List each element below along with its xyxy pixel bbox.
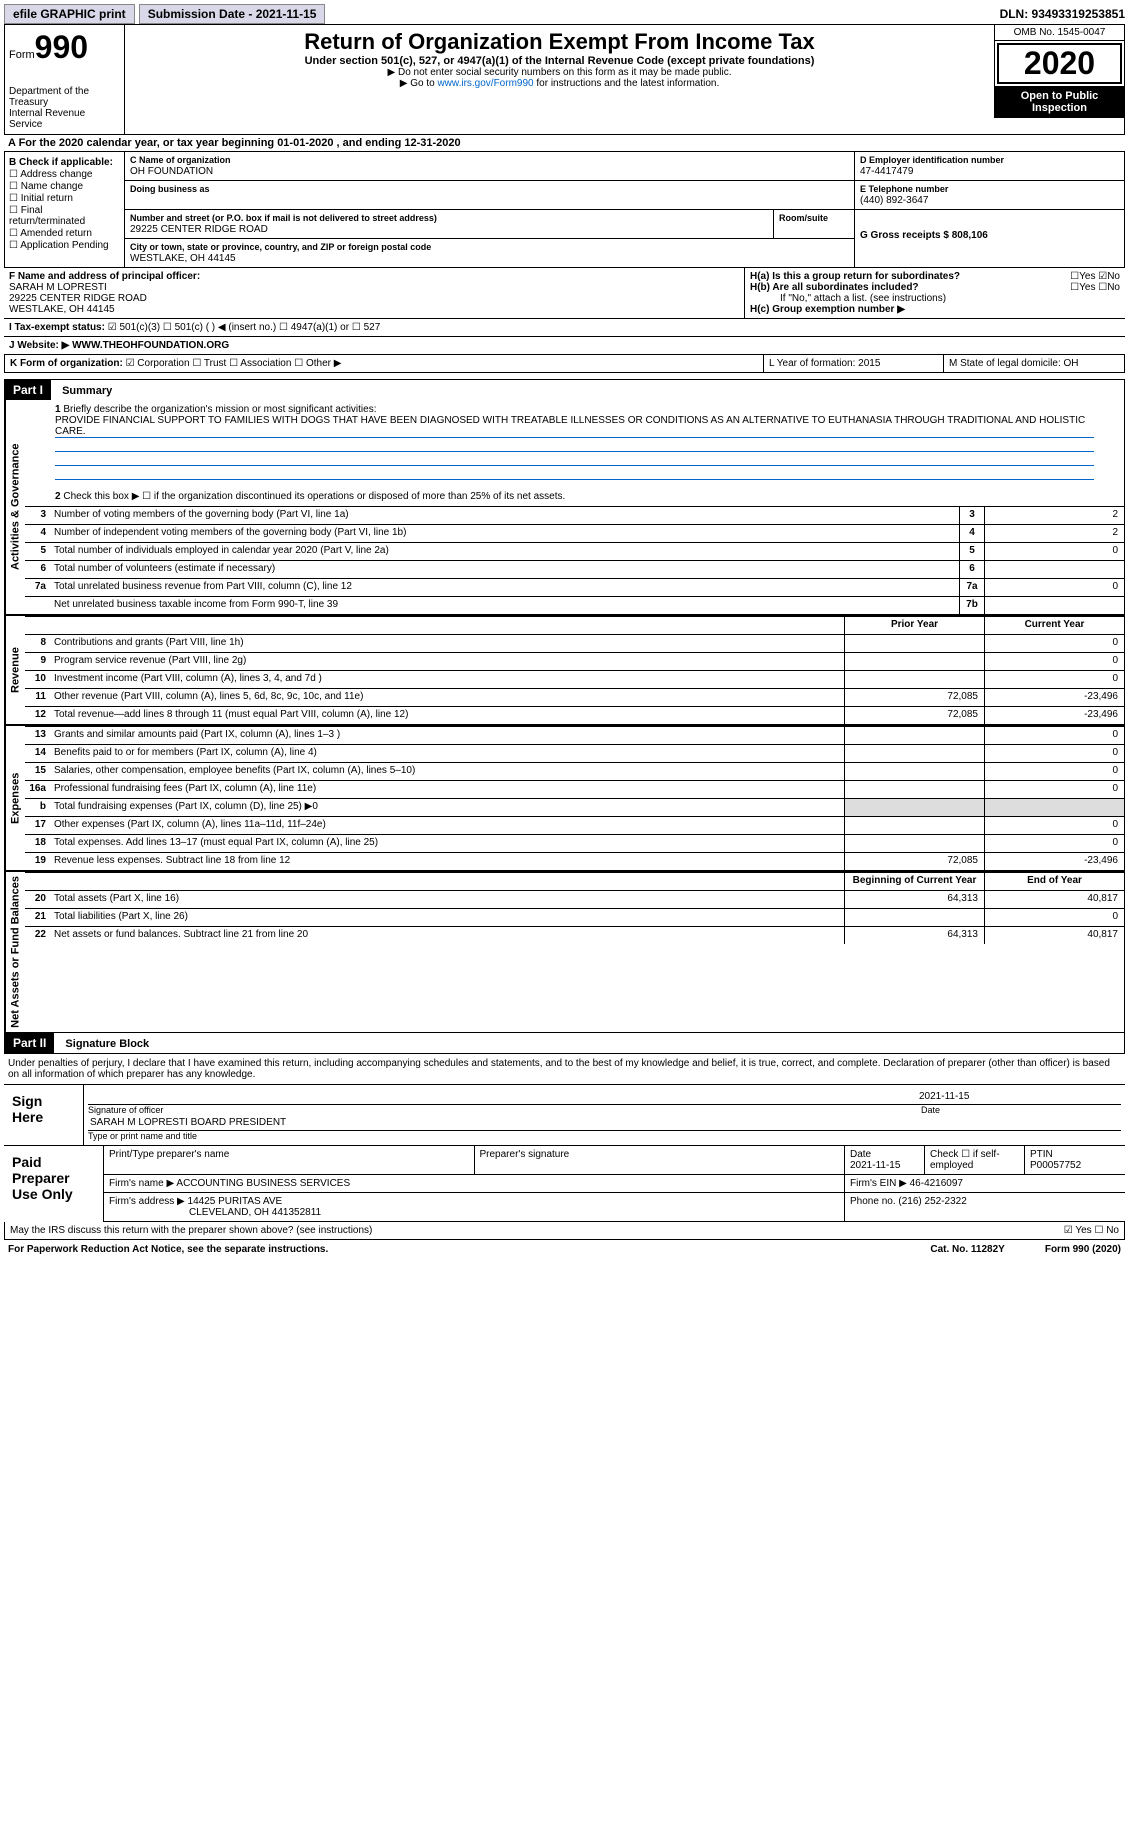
- website-row: J Website: ▶ WWW.THEOHFOUNDATION.ORG: [4, 337, 1125, 355]
- gross-receipts: G Gross receipts $ 808,106: [860, 230, 988, 241]
- summary-row: 16aProfessional fundraising fees (Part I…: [25, 780, 1124, 798]
- officer-name: SARAH M LOPRESTI: [9, 282, 107, 293]
- form-number: 990: [35, 29, 88, 65]
- phone: (440) 892-3647: [860, 195, 928, 206]
- summary-row: 9Program service revenue (Part VIII, lin…: [25, 652, 1124, 670]
- summary-row: 4Number of independent voting members of…: [25, 524, 1124, 542]
- form-title: Return of Organization Exempt From Incom…: [129, 29, 990, 55]
- summary-row: 8Contributions and grants (Part VIII, li…: [25, 634, 1124, 652]
- form-header: Form990 Department of the Treasury Inter…: [4, 24, 1125, 135]
- summary-row: 6Total number of volunteers (estimate if…: [25, 560, 1124, 578]
- summary-row: 21Total liabilities (Part X, line 26)0: [25, 908, 1124, 926]
- dba-label: Doing business as: [130, 184, 210, 194]
- check-applicable-hdr: B Check if applicable:: [9, 157, 120, 168]
- checkbox-application-pending[interactable]: ☐ Application Pending: [9, 240, 120, 251]
- omb-number: OMB No. 1545-0047: [995, 25, 1124, 41]
- summary-row: 19Revenue less expenses. Subtract line 1…: [25, 852, 1124, 870]
- org-address: 29225 CENTER RIDGE ROAD: [130, 224, 268, 235]
- row-klm: K Form of organization: ☑ Corporation ☐ …: [4, 355, 1125, 373]
- summary-row: 15Salaries, other compensation, employee…: [25, 762, 1124, 780]
- row-fgh: F Name and address of principal officer:…: [4, 268, 1125, 319]
- checkbox-final-return/terminated[interactable]: ☐ Final return/terminated: [9, 205, 120, 227]
- note-ssn: ▶ Do not enter social security numbers o…: [129, 67, 990, 78]
- ptin: P00057752: [1030, 1160, 1081, 1171]
- summary-row: 5Total number of individuals employed in…: [25, 542, 1124, 560]
- summary-row: 3Number of voting members of the governi…: [25, 506, 1124, 524]
- summary-row: 14Benefits paid to or for members (Part …: [25, 744, 1124, 762]
- side-activities: Activities & Governance: [5, 400, 25, 614]
- org-name: OH FOUNDATION: [130, 166, 213, 177]
- irs-link[interactable]: www.irs.gov/Form990: [437, 78, 533, 89]
- preparer-phone: (216) 252-2322: [898, 1196, 966, 1207]
- checkbox-amended-return[interactable]: ☐ Amended return: [9, 228, 120, 239]
- year-formation: L Year of formation: 2015: [764, 355, 944, 372]
- tax-year: 2020: [997, 43, 1122, 84]
- entity-block: B Check if applicable: ☐ Address change☐…: [4, 151, 1125, 268]
- checkbox-address-change[interactable]: ☐ Address change: [9, 169, 120, 180]
- dln: DLN: 93493319253851: [1000, 7, 1125, 21]
- summary-row: 10Investment income (Part VIII, column (…: [25, 670, 1124, 688]
- sig-date: 2021-11-15: [919, 1091, 1119, 1102]
- checkbox-initial-return[interactable]: ☐ Initial return: [9, 193, 120, 204]
- summary-row: Net unrelated business taxable income fr…: [25, 596, 1124, 614]
- period-row: A For the 2020 calendar year, or tax yea…: [4, 135, 1125, 151]
- firm-name: ACCOUNTING BUSINESS SERVICES: [176, 1178, 350, 1189]
- efile-btn[interactable]: efile GRAPHIC print: [4, 4, 135, 24]
- summary-row: 12Total revenue—add lines 8 through 11 (…: [25, 706, 1124, 724]
- ein: 47-4417479: [860, 166, 913, 177]
- summary-row: 22Net assets or fund balances. Subtract …: [25, 926, 1124, 944]
- top-bar: efile GRAPHIC print Submission Date - 20…: [4, 4, 1125, 24]
- summary-row: 18Total expenses. Add lines 13–17 (must …: [25, 834, 1124, 852]
- org-city: WESTLAKE, OH 44145: [130, 253, 236, 264]
- tax-exempt-row: I Tax-exempt status: ☑ 501(c)(3) ☐ 501(c…: [4, 319, 1125, 337]
- open-public-badge: Open to Public Inspection: [995, 86, 1124, 118]
- summary-row: 17Other expenses (Part IX, column (A), l…: [25, 816, 1124, 834]
- page-footer: For Paperwork Reduction Act Notice, see …: [4, 1240, 1125, 1259]
- summary-row: 20Total assets (Part X, line 16)64,31340…: [25, 890, 1124, 908]
- submission-date: Submission Date - 2021-11-15: [139, 4, 326, 24]
- paid-preparer-label: Paid Preparer Use Only: [4, 1146, 104, 1222]
- summary-row: 11Other revenue (Part VIII, column (A), …: [25, 688, 1124, 706]
- part2-hdr: Part II: [5, 1033, 54, 1053]
- firm-ein: 46-4216097: [910, 1178, 963, 1189]
- side-label: Revenue: [5, 616, 25, 724]
- discuss-question: May the IRS discuss this return with the…: [10, 1225, 372, 1236]
- side-label: Net Assets or Fund Balances: [5, 872, 25, 1032]
- sign-here-label: Sign Here: [4, 1085, 84, 1145]
- summary-row: bTotal fundraising expenses (Part IX, co…: [25, 798, 1124, 816]
- dept-label: Department of the Treasury Internal Reve…: [9, 86, 120, 130]
- part1-hdr: Part I: [5, 380, 51, 400]
- officer-print-name: SARAH M LOPRESTI BOARD PRESIDENT: [90, 1117, 1119, 1128]
- declaration-text: Under penalties of perjury, I declare th…: [4, 1054, 1125, 1084]
- form-prefix: Form: [9, 49, 35, 61]
- summary-row: 7aTotal unrelated business revenue from …: [25, 578, 1124, 596]
- form-subtitle: Under section 501(c), 527, or 4947(a)(1)…: [129, 55, 990, 67]
- mission-text: PROVIDE FINANCIAL SUPPORT TO FAMILIES WI…: [55, 415, 1094, 438]
- side-label: Expenses: [5, 726, 25, 870]
- summary-row: 13Grants and similar amounts paid (Part …: [25, 726, 1124, 744]
- checkbox-name-change[interactable]: ☐ Name change: [9, 181, 120, 192]
- domicile: M State of legal domicile: OH: [944, 355, 1124, 372]
